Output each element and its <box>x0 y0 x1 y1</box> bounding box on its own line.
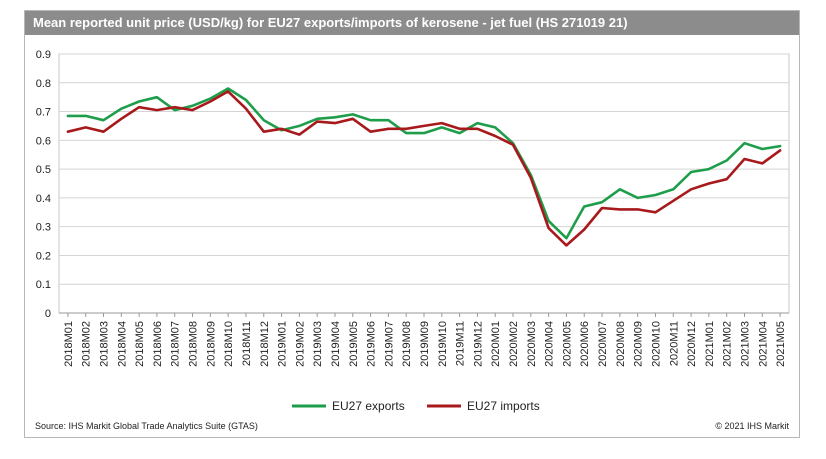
x-tick-label: 2019M10 <box>437 321 449 367</box>
x-tick-label: 2018M07 <box>170 321 182 367</box>
chart-title: Mean reported unit price (USD/kg) for EU… <box>33 15 628 30</box>
x-tick-label: 2018M08 <box>188 321 200 367</box>
y-tick-label: 0.4 <box>36 193 51 205</box>
x-tick-label: 2019M05 <box>348 321 360 367</box>
y-axis-ticks: 0 0.1 0.2 0.3 0.4 0.5 0.6 0.7 0.8 0.9 <box>36 49 51 320</box>
grid-lines <box>59 53 789 314</box>
series-lines <box>66 87 782 247</box>
x-tick-label: 2019M06 <box>366 321 378 367</box>
x-tick-label: 2019M04 <box>330 321 342 367</box>
x-tick-label: 2018M03 <box>99 321 111 367</box>
x-tick-label: 2018M09 <box>205 321 217 367</box>
x-tick-label: 2020M01 <box>490 321 502 367</box>
x-tick-label: 2018M04 <box>116 321 128 367</box>
x-tick-label: 2019M11 <box>455 321 467 366</box>
x-tick-label: 2020M10 <box>650 321 662 367</box>
x-axis-ticks: 2018M01 2018M02 2018M03 2018M04 2018M05 2018M… <box>63 313 787 367</box>
x-tick-label: 2018M11 <box>241 321 253 366</box>
x-tick-label: 2019M09 <box>419 321 431 367</box>
x-tick-label: 2020M11 <box>668 321 680 366</box>
series-line-imports <box>66 90 782 247</box>
x-tick-label: 2019M12 <box>472 321 484 367</box>
x-tick-label: 2021M02 <box>722 321 734 367</box>
x-tick-label: 2019M03 <box>312 321 324 367</box>
x-tick-label: 2018M01 <box>63 321 75 367</box>
legend-label: EU27 imports <box>467 399 540 413</box>
y-tick-label: 0.6 <box>36 135 51 147</box>
x-tick-label: 2018M02 <box>81 321 93 367</box>
x-tick-label: 2018M12 <box>259 321 271 367</box>
y-tick-label: 0 <box>45 308 51 320</box>
y-tick-label: 0.9 <box>36 49 51 61</box>
x-tick-label: 2019M01 <box>277 321 289 367</box>
x-tick-label: 2021M05 <box>775 321 787 367</box>
x-tick-label: 2020M04 <box>544 321 556 367</box>
y-tick-label: 0.7 <box>36 107 51 119</box>
title-bar: Mean reported unit price (USD/kg) for EU… <box>25 11 799 35</box>
y-tick-label: 0.2 <box>36 250 51 262</box>
x-tick-label: 2019M08 <box>401 321 413 367</box>
x-tick-label: 2020M07 <box>597 321 609 367</box>
x-tick-label: 2020M05 <box>561 321 573 367</box>
x-tick-label: 2021M01 <box>704 321 716 367</box>
x-tick-label: 2018M10 <box>223 321 235 367</box>
y-tick-label: 0.5 <box>36 164 51 176</box>
x-tick-label: 2020M02 <box>508 321 520 367</box>
x-tick-label: 2019M02 <box>294 321 306 367</box>
x-tick-label: 2021M03 <box>739 321 751 367</box>
series-line-exports <box>66 87 782 240</box>
x-tick-label: 2021M04 <box>757 321 769 367</box>
x-tick-label: 2020M08 <box>615 321 627 367</box>
x-tick-label: 2020M09 <box>633 321 645 367</box>
x-tick-label: 2018M06 <box>152 321 164 367</box>
x-tick-label: 2018M05 <box>134 321 146 367</box>
x-tick-label: 2020M03 <box>526 321 538 367</box>
source-note: Source: IHS Markit Global Trade Analytic… <box>35 421 258 431</box>
line-chart: 00.10.20.30.40.50.60.70.80.9 2018M01 2018… <box>36 49 790 413</box>
y-tick-label: 0.1 <box>36 279 51 291</box>
y-tick-label: 0.8 <box>36 78 51 90</box>
copyright-note: © 2021 IHS Markit <box>715 421 789 431</box>
chart-frame: Mean reported unit price (USD/kg) for EU… <box>24 10 800 438</box>
x-tick-label: 2020M06 <box>579 321 591 367</box>
plot-area <box>58 53 790 314</box>
x-tick-label: 2020M12 <box>686 321 698 367</box>
x-tick-label: 2019M07 <box>383 321 395 367</box>
legend-label: EU27 exports <box>332 399 405 413</box>
y-tick-label: 0.3 <box>36 222 51 234</box>
legend: EU27 exports EU27 imports <box>292 399 540 413</box>
